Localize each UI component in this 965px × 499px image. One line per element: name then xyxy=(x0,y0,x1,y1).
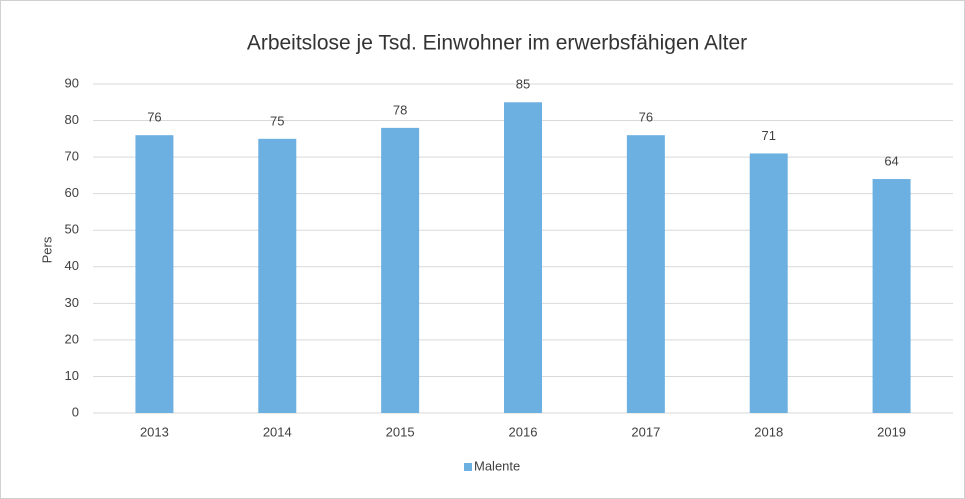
y-axis-label: Pers xyxy=(39,236,54,263)
y-tick-label: 70 xyxy=(65,149,79,164)
bar xyxy=(258,138,297,414)
chart-title: Arbeitslose je Tsd. Einwohner im erwerbs… xyxy=(247,32,747,55)
data-label: 71 xyxy=(761,128,775,143)
data-label: 64 xyxy=(884,153,898,168)
legend-label: Malente xyxy=(474,458,520,473)
x-tick-label: 2017 xyxy=(631,424,660,439)
bar xyxy=(749,153,788,413)
data-label: 78 xyxy=(393,102,407,117)
y-tick-label: 60 xyxy=(65,185,79,200)
bar xyxy=(504,102,542,414)
bar xyxy=(626,135,665,413)
legend-swatch xyxy=(464,463,472,471)
y-tick-label: 40 xyxy=(65,258,79,273)
y-tick-label: 20 xyxy=(65,331,79,346)
data-label: 76 xyxy=(639,110,653,125)
bar xyxy=(381,127,420,413)
x-tick-label: 2018 xyxy=(754,424,783,439)
y-tick-label: 30 xyxy=(65,295,79,310)
x-tick-label: 2013 xyxy=(140,424,169,439)
y-tick-label: 80 xyxy=(65,112,79,127)
x-tick-label: 2015 xyxy=(386,424,415,439)
y-tick-label: 0 xyxy=(72,404,79,419)
bar xyxy=(872,179,911,413)
x-tick-label: 2019 xyxy=(877,424,906,439)
y-tick-label: 90 xyxy=(65,75,79,90)
x-tick-label: 2014 xyxy=(263,424,292,439)
data-label: 75 xyxy=(270,113,284,128)
y-tick-label: 10 xyxy=(65,368,79,383)
bar xyxy=(135,135,174,413)
data-label: 85 xyxy=(516,77,530,92)
x-tick-label: 2016 xyxy=(509,424,538,439)
data-label: 76 xyxy=(147,110,161,125)
y-tick-label: 50 xyxy=(65,222,79,237)
